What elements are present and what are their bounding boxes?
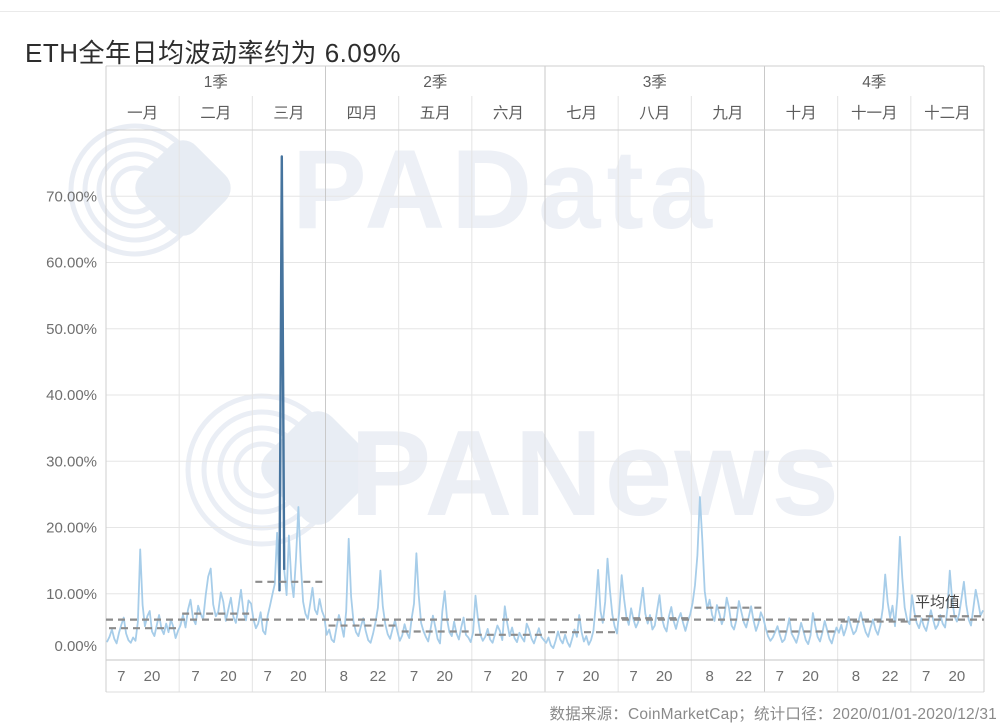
svg-text:20: 20 — [511, 668, 528, 685]
panews-watermark: PANews — [185, 393, 841, 547]
svg-text:20: 20 — [656, 668, 673, 685]
x-tick-labels: 7 20 7 20 7 20 8 22 7 20 7 20 7 20 7 20 8 22 7 20 8 22 7 20 — [117, 668, 965, 685]
panews-logo-icon — [185, 393, 375, 547]
month-labels: 一月 二月 三月 四月 五月 六月 七月 八月 九月 十月 十一月 十二月 — [127, 104, 971, 122]
svg-text:五月: 五月 — [420, 105, 451, 122]
svg-text:十月: 十月 — [786, 104, 817, 122]
svg-text:70.00%: 70.00% — [46, 188, 97, 205]
padata-watermark: PAData — [68, 123, 718, 257]
data-source-note: 数据来源：CoinMarketCap；统计口径：2020/01/01-2020/… — [549, 706, 997, 723]
top-divider — [0, 11, 1000, 12]
panews-logo-icon — [68, 123, 231, 257]
svg-text:22: 22 — [882, 668, 899, 685]
padata-watermark-text: PAData — [292, 127, 718, 252]
y-axis-labels: 0.00% 10.00% 20.00% 30.00% 40.00% 50.00% 60.00… — [46, 188, 97, 655]
svg-text:20: 20 — [583, 668, 600, 685]
svg-text:十二月: 十二月 — [924, 104, 971, 122]
svg-text:7: 7 — [484, 668, 492, 685]
svg-text:10.00%: 10.00% — [46, 586, 97, 603]
svg-text:20.00%: 20.00% — [46, 520, 97, 537]
chart-frame — [105, 65, 985, 693]
svg-text:7: 7 — [410, 668, 418, 685]
svg-text:7: 7 — [556, 668, 564, 685]
average-lines — [106, 580, 984, 636]
svg-text:20: 20 — [290, 668, 307, 685]
svg-text:3季: 3季 — [643, 73, 667, 91]
svg-text:7: 7 — [922, 668, 930, 685]
svg-text:20: 20 — [949, 668, 966, 685]
average-line-label: 平均值 — [915, 594, 961, 611]
svg-text:60.00%: 60.00% — [46, 255, 97, 272]
svg-text:8: 8 — [705, 668, 713, 685]
daily-volatility-series — [106, 155, 984, 649]
svg-text:2季: 2季 — [423, 73, 447, 91]
svg-text:20: 20 — [436, 668, 453, 685]
march-spike — [278, 155, 286, 592]
quarter-labels: 1季 2季 3季 4季 — [204, 73, 887, 91]
svg-text:8: 8 — [852, 668, 860, 685]
svg-text:7: 7 — [264, 668, 272, 685]
svg-text:30.00%: 30.00% — [46, 453, 97, 470]
svg-text:40.00%: 40.00% — [46, 387, 97, 404]
svg-text:4季: 4季 — [862, 73, 886, 91]
svg-text:7: 7 — [191, 668, 199, 685]
svg-text:7: 7 — [117, 668, 125, 685]
svg-text:22: 22 — [370, 668, 387, 685]
svg-text:十一月: 十一月 — [851, 104, 898, 122]
svg-text:七月: 七月 — [566, 104, 597, 122]
vertical-gridlines — [178, 66, 912, 692]
svg-text:8: 8 — [340, 668, 348, 685]
page-title: ETH全年日均波动率约为 6.09% — [25, 38, 401, 69]
svg-text:0.00%: 0.00% — [54, 638, 97, 655]
svg-text:一月: 一月 — [127, 105, 158, 122]
svg-text:九月: 九月 — [712, 104, 743, 122]
svg-text:六月: 六月 — [493, 104, 524, 122]
svg-text:20: 20 — [144, 668, 161, 685]
svg-text:1季: 1季 — [204, 73, 228, 91]
svg-text:四月: 四月 — [347, 105, 378, 122]
svg-text:20: 20 — [802, 668, 819, 685]
svg-text:22: 22 — [735, 668, 752, 685]
svg-text:50.00%: 50.00% — [46, 321, 97, 338]
panews-watermark-text: PANews — [350, 405, 841, 541]
svg-text:八月: 八月 — [639, 105, 670, 122]
svg-text:7: 7 — [629, 668, 637, 685]
svg-text:三月: 三月 — [273, 105, 304, 122]
svg-text:7: 7 — [776, 668, 784, 685]
svg-text:二月: 二月 — [200, 105, 231, 122]
svg-text:20: 20 — [220, 668, 237, 685]
